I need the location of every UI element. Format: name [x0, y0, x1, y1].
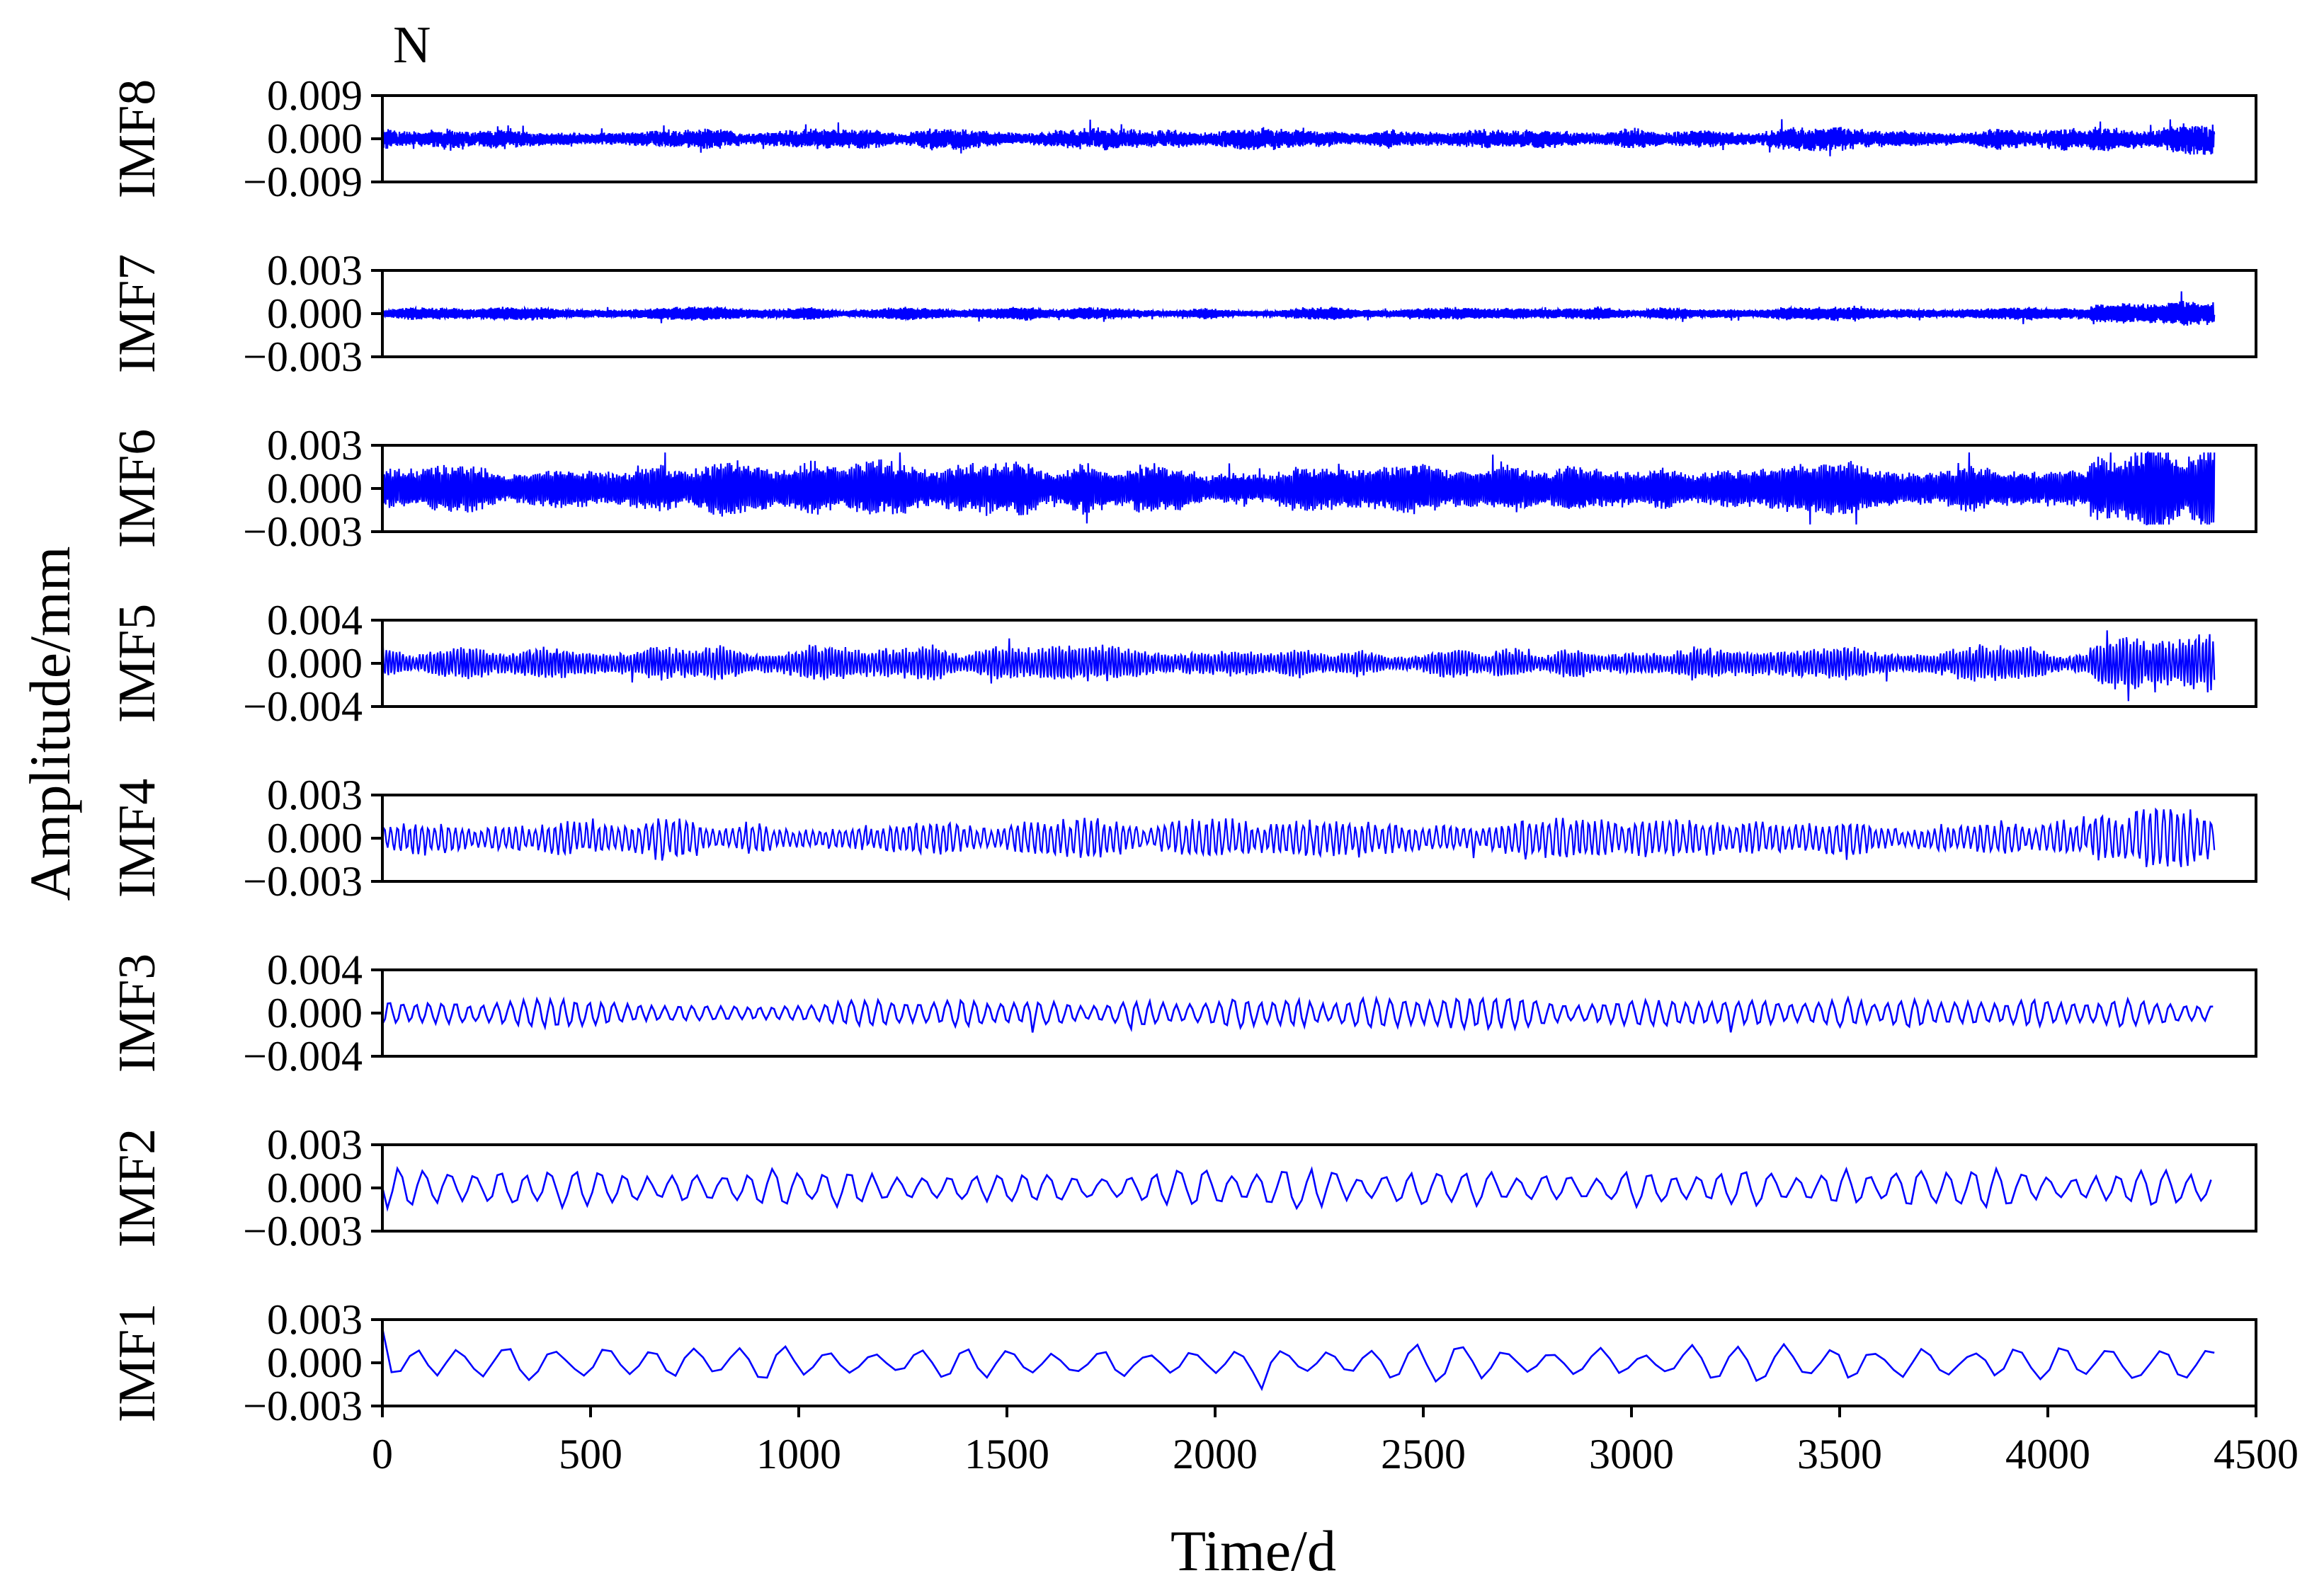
- y-tick-label: −0.009: [243, 159, 363, 205]
- x-tick-label: 1500: [964, 1431, 1049, 1477]
- x-tick-label: 3500: [1797, 1431, 1882, 1477]
- x-tick-label: 0: [372, 1431, 393, 1477]
- y-axis-title: Amplitude/mm: [18, 546, 82, 901]
- y-tick-label: 0.003: [267, 772, 363, 818]
- y-tick-label: −0.003: [243, 1208, 363, 1254]
- x-tick-label: 2500: [1381, 1431, 1466, 1477]
- y-tick-label: −0.003: [243, 858, 363, 905]
- y-tick-label: 0.003: [267, 247, 363, 294]
- x-tick-label: 4500: [2214, 1431, 2299, 1477]
- series-line-imf2: [382, 1166, 2212, 1212]
- y-tick-label: 0.000: [267, 815, 363, 862]
- x-axis: 0 500 1000 1500 2000 2500 3000 3500 4000 4500: [372, 1406, 2299, 1477]
- y-tick-label: 0.000: [267, 1165, 363, 1211]
- x-tick-label: 4000: [2005, 1431, 2090, 1477]
- y-tick-label: −0.003: [243, 508, 363, 555]
- series-line-imf3: [382, 995, 2214, 1033]
- panel-label-imf3: IMF3: [108, 954, 166, 1073]
- y-tick-label: 0.009: [267, 72, 363, 119]
- panel-label-imf4: IMF4: [108, 779, 166, 898]
- y-tick-label: 0.000: [267, 1339, 363, 1386]
- series-line-imf6: [382, 450, 2216, 525]
- y-tick-label: −0.004: [243, 1033, 363, 1080]
- x-tick-label: 3000: [1589, 1431, 1674, 1477]
- series-line-imf4: [382, 807, 2216, 867]
- x-axis-title: Time/d: [1170, 1519, 1336, 1583]
- x-tick-label: 500: [559, 1431, 622, 1477]
- panel-label-imf5: IMF5: [108, 604, 166, 724]
- y-tick-label: 0.000: [267, 465, 363, 512]
- y-tick-label: 0.004: [267, 597, 363, 644]
- y-tick-label: 0.000: [267, 290, 363, 337]
- series-line-imf1: [382, 1327, 2215, 1392]
- y-tick-label: 0.000: [267, 115, 363, 162]
- panels-layer: 0.0090.000−0.009IMF80.0030.000−0.003IMF7…: [108, 72, 2257, 1429]
- y-tick-label: 0.004: [267, 947, 363, 993]
- y-tick-label: −0.004: [243, 683, 363, 730]
- series-line-imf5: [382, 630, 2216, 702]
- panel-frame: [381, 1143, 2257, 1233]
- x-tick-label: 1000: [756, 1431, 841, 1477]
- corner-label: N: [393, 16, 431, 74]
- y-tick-label: −0.003: [243, 333, 363, 380]
- panel-frame: [381, 1318, 2257, 1407]
- panel-label-imf6: IMF6: [108, 429, 166, 549]
- panel-label-imf7: IMF7: [108, 254, 166, 374]
- series-line-imf7: [382, 291, 2216, 326]
- y-tick-label: 0.000: [267, 990, 363, 1036]
- panel-label-imf1: IMF1: [108, 1303, 166, 1423]
- series-line-imf8: [382, 119, 2216, 156]
- x-tick-label: 2000: [1173, 1431, 1258, 1477]
- y-tick-label: 0.003: [267, 422, 363, 469]
- panel-label-imf8: IMF8: [108, 79, 166, 199]
- panel-label-imf2: IMF2: [108, 1128, 166, 1248]
- y-tick-label: 0.003: [267, 1121, 363, 1168]
- y-tick-label: 0.003: [267, 1296, 363, 1343]
- panel-frame: [381, 794, 2257, 883]
- y-tick-label: −0.003: [243, 1383, 363, 1429]
- y-tick-label: 0.000: [267, 640, 363, 687]
